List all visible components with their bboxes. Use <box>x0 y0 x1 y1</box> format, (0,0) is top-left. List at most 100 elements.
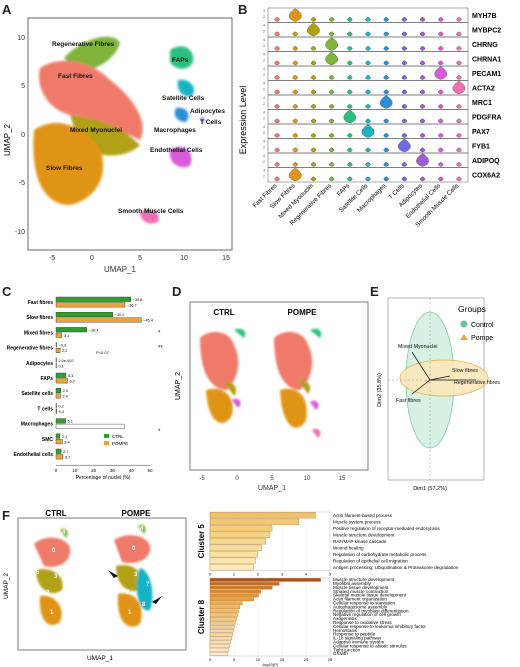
label-fast-fibres: Fast Fibres <box>58 73 93 80</box>
violin <box>329 16 335 22</box>
violin <box>274 16 280 22</box>
c-value-label: 5.3 <box>68 374 73 378</box>
violin <box>365 74 371 80</box>
violin <box>365 60 371 66</box>
enrichment-term: Growth <box>333 651 348 656</box>
violin-ytick: 2 <box>263 15 265 19</box>
violin <box>419 132 426 138</box>
enrichment-bar <box>209 621 236 625</box>
enrichment-term: Skeletal muscle tissue development <box>333 593 407 598</box>
violin <box>456 176 462 182</box>
label-mixed-myonuclei: Mixed Myonuclei <box>70 127 122 134</box>
f-ctrl-num-2: 2 <box>46 590 50 596</box>
f-xlabel: UMAP_1 <box>87 655 113 662</box>
a-ylabel: UMAP_2 <box>3 123 12 156</box>
e-ylabel: Dim2 (35.8%) <box>377 373 383 407</box>
violin <box>419 147 426 153</box>
violin <box>365 118 371 124</box>
enrichment-bar <box>209 601 243 606</box>
violin <box>307 22 320 37</box>
enrichment-term: Muscle structure development <box>333 577 395 582</box>
c-bar <box>55 357 57 363</box>
enrichment-bar <box>209 538 267 545</box>
f-pompe-c3 <box>116 565 143 592</box>
c-value-label: ~0.3 <box>59 344 66 348</box>
c-bar <box>55 327 88 333</box>
violin <box>310 16 317 22</box>
c-value-label: 0.4 <box>59 410 64 414</box>
enrichment-bar <box>209 597 254 602</box>
enrichment-term: Muscle structure development <box>333 533 395 538</box>
violin <box>274 45 280 51</box>
c-bar <box>55 296 132 302</box>
c-bar <box>55 408 57 414</box>
panel-letter-d: D <box>172 284 182 299</box>
violin <box>347 147 353 153</box>
violin <box>288 167 302 182</box>
enrichment-bar <box>209 593 259 598</box>
e-label-mixed: Mixed Myonuclei <box>398 344 437 350</box>
violin-ytick: 2 <box>263 160 265 164</box>
enrichment-xtick: 20 <box>304 657 309 662</box>
a-xtick-1: 0 <box>90 255 94 262</box>
f-title-ctrl: CTRL <box>45 510 66 518</box>
c-bar <box>55 433 61 439</box>
enrichment-term: Axogenesis <box>333 616 357 621</box>
violin <box>274 89 280 95</box>
violin-ytick: 2 <box>263 59 265 63</box>
c-legend-label: POMPE <box>112 441 128 446</box>
enrichment-bar <box>209 640 231 645</box>
d-title-pompe: POMPE <box>288 308 318 317</box>
enrichment-xtick: 1 <box>233 572 236 577</box>
violin <box>401 176 407 182</box>
c-bar <box>55 418 66 424</box>
d-ylabel: UMAP_2 <box>175 372 182 400</box>
violin-ytick: 4 <box>263 9 265 13</box>
enrichment-bar <box>209 557 256 564</box>
e-label-slow: Slow fibres <box>452 368 478 374</box>
enrichment-bar <box>209 589 261 594</box>
violin <box>310 45 317 51</box>
violin <box>274 60 280 66</box>
d-xtick-2: 5 <box>270 476 274 482</box>
gene-label: ADIPOQ <box>472 158 500 165</box>
violin-ytick: 2 <box>263 146 265 150</box>
enrichment-bar <box>209 578 321 582</box>
enrichment-xtick: 15 <box>280 657 285 662</box>
f-ctrl-c1 <box>39 595 62 625</box>
a-ytick-0: 10 <box>17 35 25 42</box>
violin-ytick: 4 <box>263 140 265 144</box>
violin <box>292 45 298 51</box>
violin <box>456 118 462 124</box>
d-pompe-endothelial <box>310 400 319 410</box>
enrichment-xtick: 0 <box>209 572 212 577</box>
violin <box>310 176 317 182</box>
d-xtick-0: -5 <box>199 476 205 482</box>
panel-letter-b: B <box>238 2 248 17</box>
c-legend-label: CTRL <box>112 434 124 439</box>
violin <box>438 103 444 109</box>
c-value-label: 3.7 <box>65 456 70 460</box>
violin-ytick: 4 <box>263 169 265 173</box>
c-value-label: 2.1 <box>62 435 67 439</box>
enrichment-term: Response to oxidative stress <box>333 620 392 625</box>
violin-ytick: 4 <box>263 111 265 115</box>
violin <box>365 103 371 109</box>
c-value-label: 2.4 <box>63 395 68 399</box>
enrichment-term: Wound healing <box>333 546 364 551</box>
violin <box>383 60 389 66</box>
violin-row <box>267 167 469 183</box>
f-ctrl-num-5: 5 <box>36 570 40 576</box>
enrichment-xlabel: -log10(P) <box>262 662 279 667</box>
cluster-fast-fibres <box>39 60 143 141</box>
violin <box>383 118 389 124</box>
d-ctrl-slow <box>206 388 233 423</box>
violin <box>456 16 462 22</box>
enrichment-frame <box>209 577 331 657</box>
violin <box>456 147 462 153</box>
d-pompe-smc <box>312 428 321 438</box>
c-xtick: 10 <box>72 468 78 473</box>
c-value-label: 5.1 <box>68 420 73 424</box>
label-macrophages: Macrophages <box>154 127 196 134</box>
violin <box>347 60 353 66</box>
